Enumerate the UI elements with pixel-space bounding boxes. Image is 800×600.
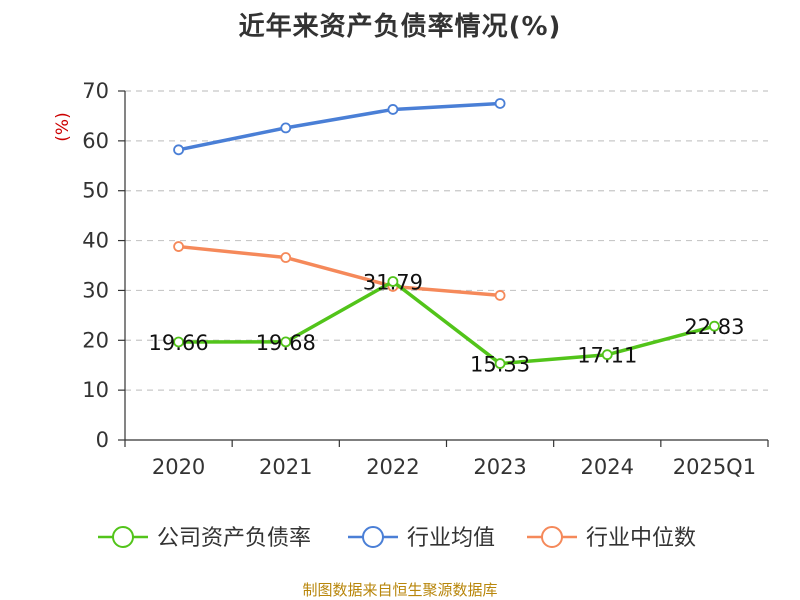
x-tick-label: 2021 (259, 455, 312, 479)
data-point (280, 252, 292, 263)
data-label: 19.68 (256, 331, 316, 355)
data-label: 15.33 (470, 353, 530, 377)
data-point (494, 98, 506, 109)
series-line (178, 101, 501, 152)
data-point (494, 358, 506, 369)
y-axis-unit: (%) (53, 112, 73, 141)
legend-marker (112, 526, 134, 548)
data-point (709, 320, 720, 332)
y-tick-label: 20 (82, 328, 109, 352)
data-source: 制图数据来自恒生聚源数据库 (302, 581, 498, 599)
axes: 0 10 20 30 40 50 60 70 2020 2021 2022 2023 2024 2025Q… (82, 79, 769, 479)
x-tick-label: 2024 (581, 455, 634, 479)
chart-title: 近年来资产负债率情况(%) (238, 12, 562, 42)
data-point (387, 276, 399, 287)
series-lines (173, 98, 720, 369)
y-tick-label: 40 (82, 229, 109, 253)
series-line (178, 279, 715, 366)
y-tick-label: 50 (82, 179, 109, 203)
legend-label: 行业中位数 (586, 526, 696, 551)
data-point (173, 241, 184, 252)
x-tick-label: 2023 (473, 455, 526, 479)
data-label: 19.66 (149, 331, 209, 355)
legend: 公司资产负债率 行业均值 行业中位数 (98, 526, 696, 551)
data-point (280, 122, 292, 134)
y-tick-label: 60 (82, 129, 109, 153)
data-point (173, 144, 184, 156)
legend-label: 公司资产负债率 (157, 526, 311, 551)
x-tick-label: 2022 (366, 455, 419, 479)
data-point (280, 336, 292, 348)
legend-label: 行业均值 (407, 526, 495, 551)
y-tick-label: 0 (96, 428, 109, 452)
data-label: 22.83 (684, 315, 744, 339)
y-tick-label: 70 (82, 79, 109, 103)
data-point (387, 104, 399, 115)
y-tick-label: 10 (82, 378, 109, 402)
x-tick-label: 2025Q1 (673, 455, 756, 479)
data-point (173, 336, 184, 348)
grid-lines (125, 90, 768, 391)
legend-marker (362, 526, 384, 548)
data-labels: 19.66 19.68 31.79 15.33 17.11 22.83 (149, 271, 745, 377)
data-label: 17.11 (577, 344, 637, 368)
series-line (178, 244, 501, 298)
data-point (494, 290, 506, 301)
data-point (601, 349, 613, 361)
x-tick-label: 2020 (152, 455, 205, 479)
data-label: 31.79 (363, 271, 423, 295)
y-tick-label: 30 (82, 278, 109, 302)
legend-marker (541, 526, 563, 548)
